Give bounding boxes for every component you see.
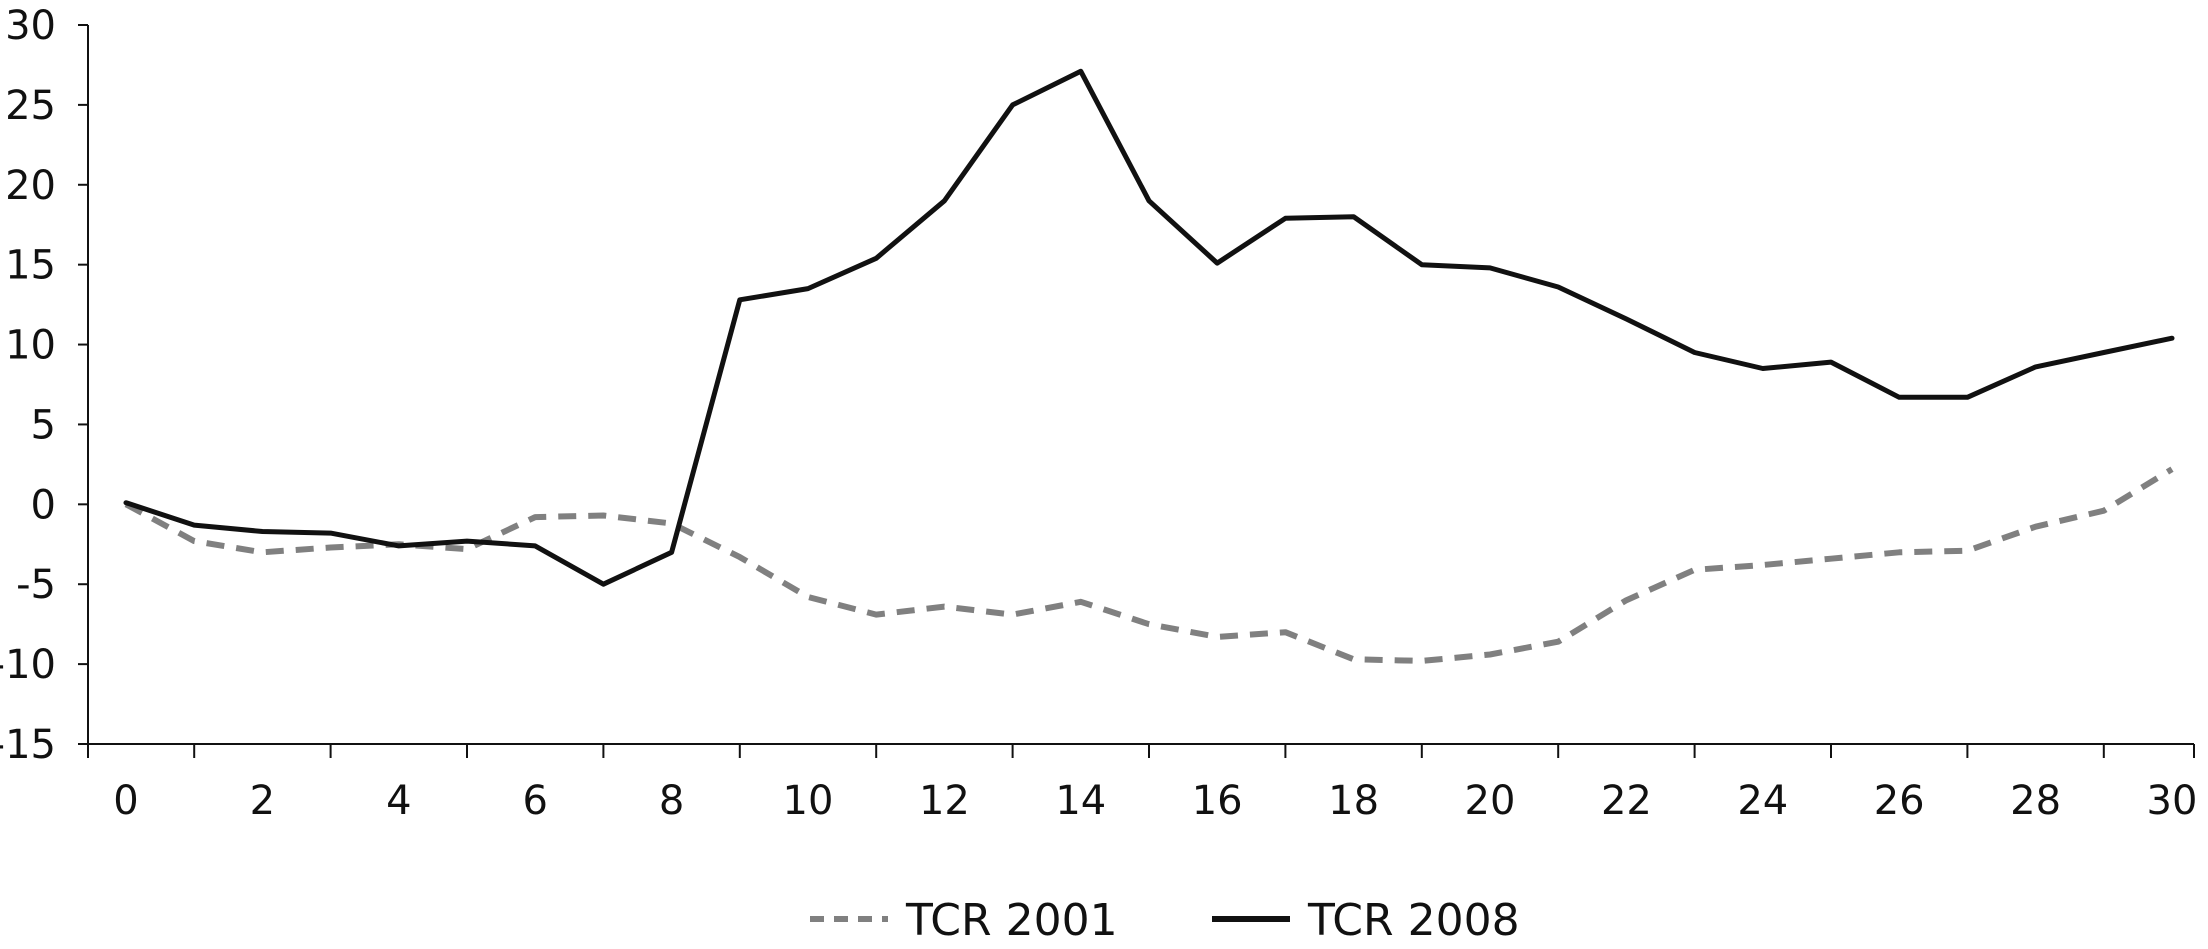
y-tick-label: 5 — [31, 402, 56, 448]
x-axis-ticks: 0 2 4 6 8 10 12 14 16 18 20 22 24 26 28 30 — [87, 744, 2198, 824]
x-tick-label: 8 — [659, 778, 684, 824]
legend: TCR 2001 TCR 2008 — [810, 895, 1520, 946]
y-tick-label: 15 — [5, 243, 56, 289]
series-layer — [123, 68, 2175, 664]
x-tick-label: 6 — [522, 778, 547, 824]
legend-label-tcr-2001: TCR 2001 — [905, 895, 1118, 944]
y-tick-label: 30 — [5, 3, 56, 49]
x-tick-label: 20 — [1465, 778, 1516, 824]
x-tick-label: 22 — [1601, 778, 1652, 824]
series-line-tcr-2001 — [124, 466, 2174, 664]
axes — [87, 25, 2194, 745]
x-tick-label: 0 — [113, 778, 138, 824]
y-tick-label: -10 — [0, 642, 56, 688]
x-tick-label: 4 — [386, 778, 411, 824]
x-tick-label: 28 — [2010, 778, 2061, 824]
series-line-tcr-2008 — [123, 68, 2175, 587]
y-tick-label: -15 — [0, 722, 56, 768]
x-tick-label: 10 — [783, 778, 834, 824]
x-tick-label: 18 — [1328, 778, 1379, 824]
x-tick-label: 2 — [250, 778, 275, 824]
x-tick-label: 30 — [2147, 778, 2198, 824]
y-tick-label: 25 — [5, 83, 56, 129]
y-tick-label: 10 — [5, 323, 56, 369]
y-axis-ticks: 30 25 20 15 10 5 0 -5 -10 -15 — [0, 3, 88, 768]
x-tick-label: 14 — [1055, 778, 1106, 824]
x-tick-label: 12 — [919, 778, 970, 824]
y-tick-label: 0 — [31, 482, 56, 528]
x-tick-label: 24 — [1737, 778, 1788, 824]
legend-label-tcr-2008: TCR 2008 — [1307, 895, 1520, 944]
y-tick-label: -5 — [16, 562, 56, 608]
x-tick-label: 16 — [1192, 778, 1243, 824]
y-tick-label: 20 — [5, 163, 56, 209]
x-tick-label: 26 — [1874, 778, 1925, 824]
